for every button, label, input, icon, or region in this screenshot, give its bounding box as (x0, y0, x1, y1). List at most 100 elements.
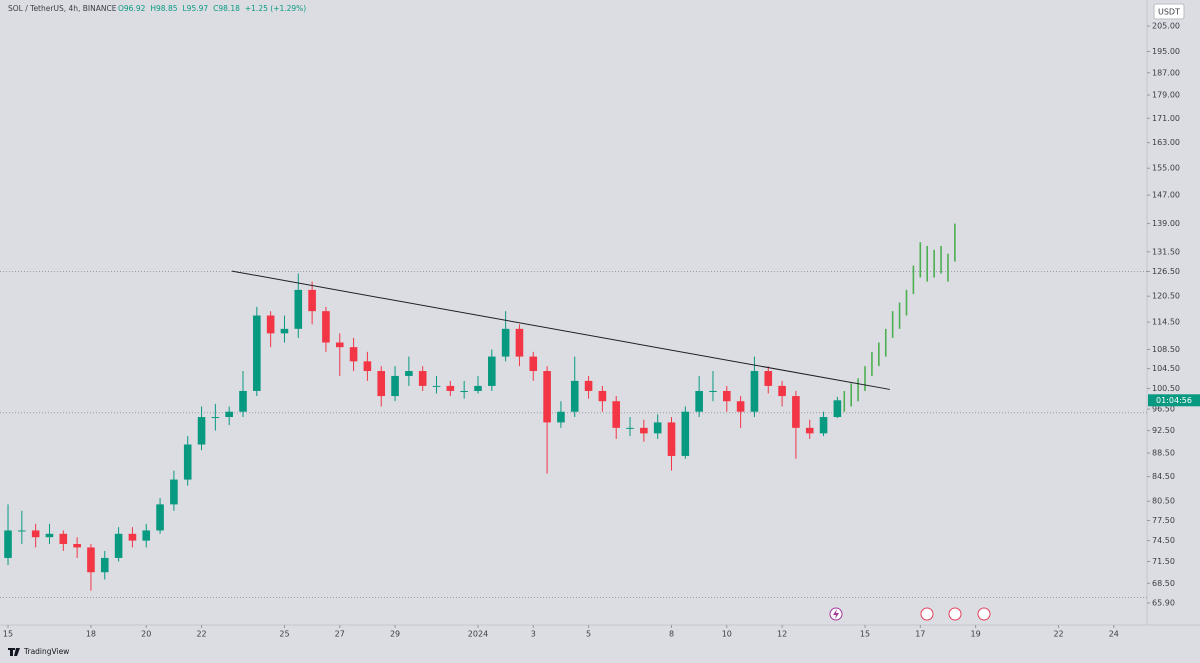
candle-body (529, 356, 538, 372)
y-tick-label: 126.50 (1152, 267, 1180, 276)
y-tick-label: 139.00 (1152, 219, 1180, 228)
candle-body (819, 417, 828, 434)
candle-body (280, 328, 289, 334)
x-tick-label: 27 (335, 630, 345, 639)
candle-body (114, 533, 123, 558)
ohlc-value: H98.85 (150, 4, 177, 13)
candle-body (570, 380, 579, 412)
y-tick-label: 84.50 (1152, 472, 1175, 481)
y-tick-label: 205.00 (1152, 22, 1180, 31)
candle-body (418, 371, 427, 386)
candle-body (488, 356, 496, 386)
candle-body (833, 400, 842, 418)
chart-title: SOL / TetherUS, 4h, BINANCE (8, 4, 117, 13)
currency[interactable]: USDT (1158, 8, 1180, 17)
y-tick-label: 77.50 (1152, 516, 1175, 525)
candle-body (515, 328, 524, 357)
y-tick-label: 147.00 (1152, 191, 1180, 200)
y-tick-label: 179.00 (1152, 91, 1180, 100)
x-tick-label: 17 (915, 630, 925, 639)
candle-body (225, 411, 233, 418)
candle-body (156, 504, 164, 531)
candle-body (778, 385, 786, 397)
ohlc-value: L95.97 (183, 4, 209, 13)
y-tick-label: 96.50 (1152, 405, 1175, 414)
ohlc-value: O96.92 (118, 4, 146, 13)
candle-body (335, 342, 344, 348)
candle-body (626, 427, 634, 429)
candle-body (170, 479, 178, 505)
y-tick-label: 114.50 (1152, 318, 1180, 327)
x-tick-label: 15 (860, 630, 870, 639)
candle-body (183, 444, 192, 480)
candle-body (322, 311, 330, 343)
candle-body (128, 533, 137, 541)
ohlc-value: +1.25 (+1.29%) (245, 4, 306, 13)
candle-body (18, 530, 26, 532)
y-tick-label: 80.50 (1152, 497, 1175, 506)
candle-body (764, 371, 773, 386)
candle-body (294, 289, 303, 329)
y-tick-label: 71.50 (1152, 557, 1175, 566)
candle-body (792, 396, 800, 428)
x-tick-label: 18 (86, 630, 96, 639)
candle-body (73, 544, 81, 548)
candle-body (557, 411, 565, 423)
candle-body (446, 385, 455, 391)
y-tick-label: 68.50 (1152, 579, 1175, 588)
countdown-box (1148, 394, 1200, 407)
candle-body (363, 361, 372, 372)
candle-body (667, 422, 676, 456)
ohlc-value: C98.18 (213, 4, 240, 13)
candle-body (45, 533, 54, 538)
y-tick-label: 120.50 (1152, 292, 1180, 301)
y-tick-label: 187.00 (1152, 68, 1180, 77)
x-tick-label: 15 (3, 630, 13, 639)
candle-body (612, 401, 621, 428)
candle-body (640, 427, 648, 434)
ohlc-legend: O96.92 H98.85 L95.97 C98.18 +1.25 (+1.29%) (118, 4, 306, 13)
event-icon[interactable] (948, 607, 962, 621)
y-tick-label: 155.00 (1152, 164, 1180, 173)
y-tick-label: 104.50 (1152, 364, 1180, 373)
y-tick-label: 100.50 (1152, 384, 1180, 393)
x-tick-label: 29 (390, 630, 400, 639)
candle-body (391, 375, 399, 397)
y-tick-label: 195.00 (1152, 47, 1180, 56)
candle-body (59, 533, 68, 545)
candle-body (4, 530, 12, 558)
candle-body (253, 315, 261, 391)
candle-body (709, 390, 717, 392)
x-tick-label: 2024 (468, 630, 488, 639)
x-tick-label: 22 (1053, 630, 1063, 639)
candle-body (584, 380, 593, 391)
y-tick-label: 74.50 (1152, 536, 1175, 545)
event-icons (829, 607, 991, 621)
countdown: 01:04:56 (1156, 396, 1192, 405)
x-tick-label: 19 (971, 630, 981, 639)
candle-body (100, 557, 109, 573)
x-tick-label: 20 (141, 630, 151, 639)
candle-body (308, 289, 316, 312)
candle-body (695, 390, 703, 412)
brand: TradingView (23, 647, 69, 656)
candle-body (598, 390, 607, 402)
candle-body (142, 530, 151, 541)
event-icon[interactable] (977, 607, 991, 621)
event-icon[interactable] (920, 607, 934, 621)
candle-body (722, 390, 731, 402)
candle-body (474, 385, 482, 391)
x-tick-label: 8 (669, 630, 674, 639)
candle-body (543, 371, 551, 423)
candle-body (681, 411, 690, 456)
x-tick-label: 10 (722, 630, 732, 639)
candle-body (239, 390, 247, 412)
candle-body (501, 328, 510, 357)
y-tick-label: 92.50 (1152, 426, 1175, 435)
candle-body (653, 422, 662, 434)
candle-body (266, 315, 275, 334)
y-tick-label: 108.50 (1152, 345, 1180, 354)
y-tick-label: 131.50 (1152, 247, 1180, 256)
currency-box[interactable] (1153, 3, 1185, 20)
candle-body (460, 390, 468, 392)
